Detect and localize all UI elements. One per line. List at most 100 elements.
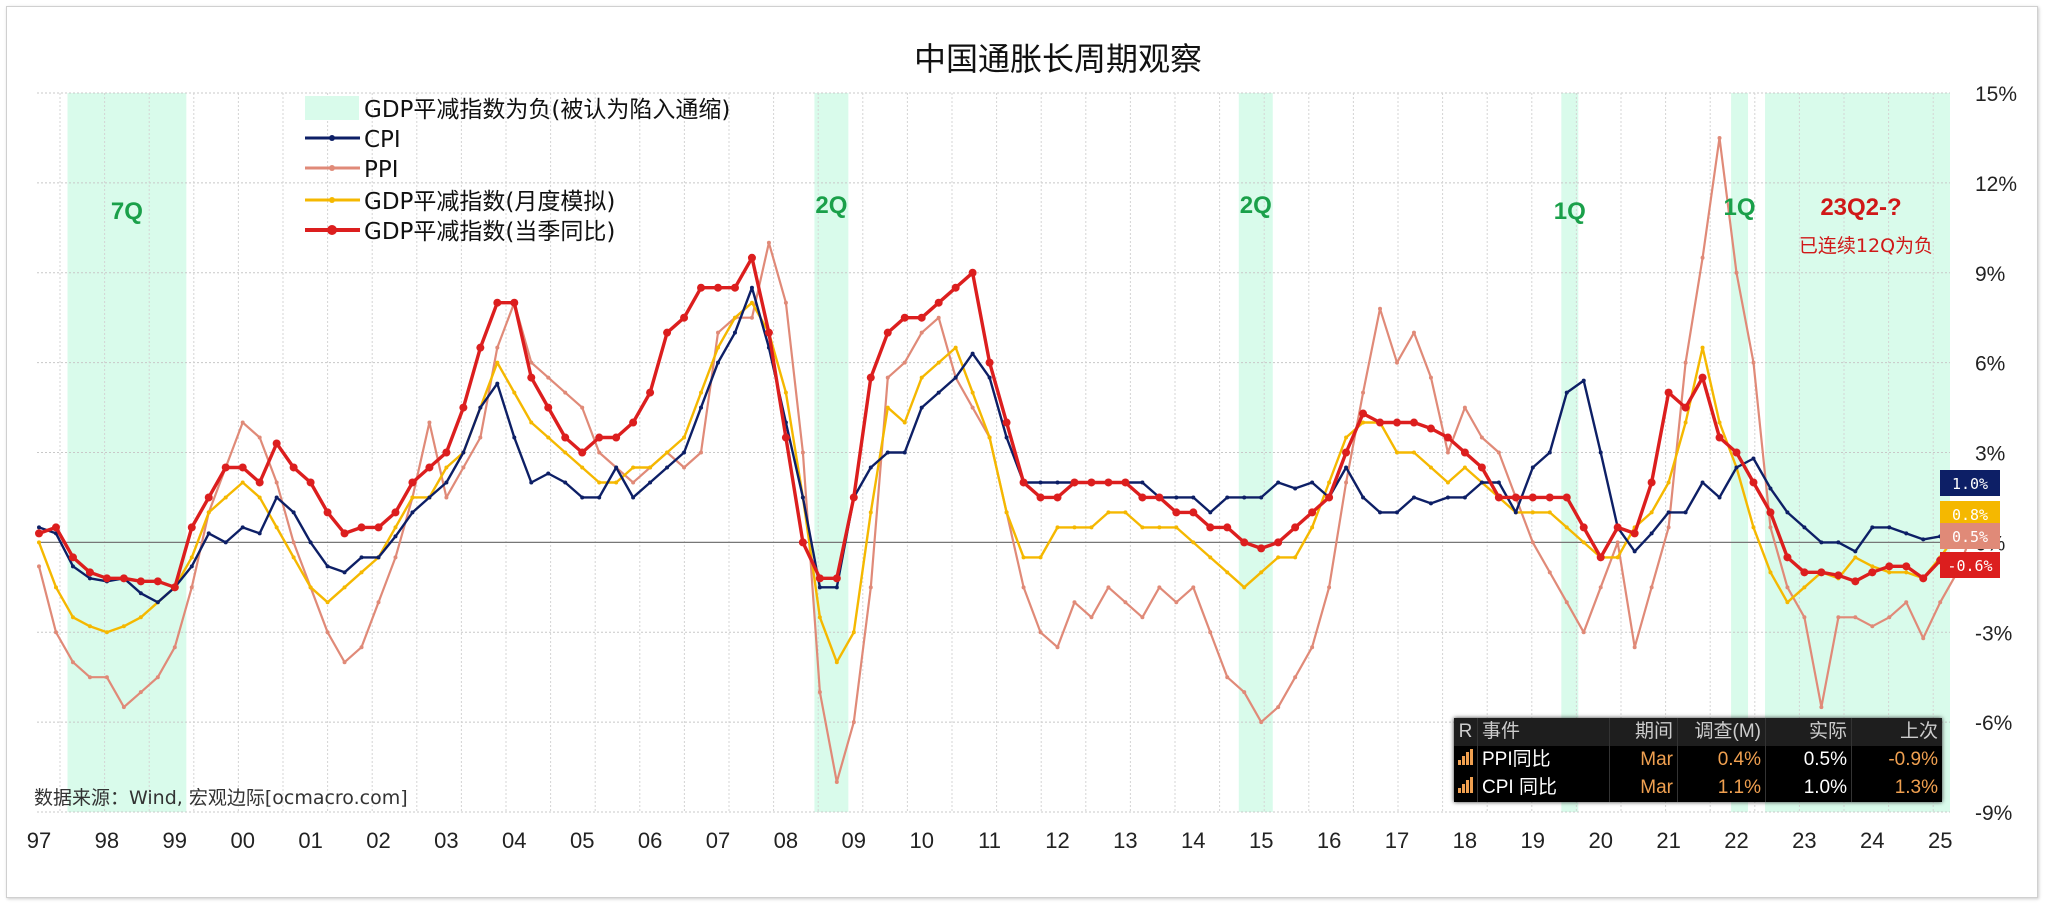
data-point-gdp_m: [851, 630, 856, 635]
data-point-ppi: [1479, 435, 1484, 440]
data-point-cpi: [1717, 495, 1722, 500]
data-point-gdp_q: [1002, 418, 1011, 427]
data-point-cpi: [1785, 510, 1790, 515]
band-label: 23Q2-?: [1820, 194, 1901, 221]
data-point-gdp_q: [1087, 478, 1096, 487]
data-point-gdp_q: [1121, 478, 1130, 487]
data-point-cpi: [70, 564, 75, 569]
data-point-gdp_q: [900, 313, 909, 322]
data-point-gdp_q: [1155, 493, 1164, 502]
data-point-gdp_q: [1647, 478, 1656, 487]
data-point-cpi: [665, 465, 670, 470]
data-point-cpi: [563, 480, 568, 485]
data-point-ppi: [1225, 675, 1230, 680]
x-tick-label: 24: [1860, 828, 1884, 853]
data-point-gdp_m: [1021, 555, 1026, 560]
data-point-cpi: [1259, 495, 1264, 500]
data-point-gdp_m: [1089, 525, 1094, 530]
data-point-gdp_q: [306, 478, 315, 487]
data-point-cpi: [1479, 480, 1484, 485]
data-point-gdp_m: [1870, 564, 1875, 569]
data-point-gdp_m: [1344, 435, 1349, 440]
data-point-gdp_q: [1477, 463, 1486, 472]
data-point-gdp_q: [1359, 409, 1368, 418]
legend-label-band: GDP平减指数为负(被认为陷入通缩): [364, 97, 730, 123]
data-point-ppi: [1581, 630, 1586, 635]
data-point-gdp_m: [1208, 555, 1213, 560]
period: Mar: [1610, 746, 1678, 774]
annotation: 已连续12Q为负: [1799, 235, 1933, 257]
data-point-gdp_m: [37, 540, 41, 545]
data-point-ppi: [257, 435, 262, 440]
data-point-cpi: [376, 555, 381, 560]
data-point-ppi: [597, 450, 602, 455]
x-tick-label: 20: [1588, 828, 1612, 853]
data-point-cpi: [682, 450, 687, 455]
data-point-gdp_q: [1868, 568, 1877, 577]
data-point-ppi: [885, 375, 890, 380]
data-point-ppi: [800, 450, 805, 455]
data-point-ppi: [716, 330, 720, 335]
data-point-gdp_q: [1902, 562, 1911, 571]
data-point-gdp_q: [1800, 568, 1809, 577]
legend-marker-gdp_q: [327, 225, 337, 235]
data-point-gdp_q: [1885, 562, 1894, 571]
data-point-gdp_m: [783, 390, 788, 395]
data-point-cpi: [342, 570, 347, 575]
data-point-ppi: [342, 660, 347, 665]
x-tick-label: 18: [1453, 828, 1477, 853]
data-point-cpi: [1208, 510, 1213, 515]
data-point-ppi: [121, 705, 126, 710]
data-point-ppi: [478, 435, 483, 440]
data-point-gdp_q: [221, 463, 230, 472]
band-label: 2Q: [1240, 192, 1272, 219]
data-point-ppi: [1496, 450, 1501, 455]
data-point-gdp_q: [170, 583, 179, 592]
x-tick-label: 12: [1045, 828, 1069, 853]
x-tick-label: 10: [909, 828, 933, 853]
legend-marker-gdp_m: [329, 197, 335, 203]
data-point-gdp_q: [493, 298, 502, 307]
x-tick-label: 14: [1181, 828, 1205, 853]
x-tick-label: 15: [1249, 828, 1273, 853]
data-point-cpi: [749, 285, 754, 290]
data-point-ppi: [1836, 615, 1841, 620]
data-point-gdp_q: [1919, 574, 1928, 583]
data-point-cpi: [1683, 510, 1688, 515]
data-point-gdp_q: [883, 328, 892, 337]
event-name: CPI 同比: [1478, 774, 1610, 802]
data-point-gdp_q: [187, 523, 196, 532]
data-point-gdp_m: [495, 360, 500, 365]
data-point-gdp_q: [425, 463, 434, 472]
data-point-gdp_m: [1768, 570, 1773, 575]
data-point-gdp_q: [1596, 553, 1605, 562]
data-point-gdp_m: [1072, 525, 1077, 530]
data-point-gdp_m: [104, 630, 109, 635]
data-point-gdp_q: [476, 343, 485, 352]
data-point-ppi: [1547, 570, 1552, 575]
data-point-cpi: [291, 510, 296, 515]
data-point-cpi: [868, 465, 873, 470]
data-point-gdp_m: [885, 405, 890, 410]
data-point-gdp_q: [1545, 493, 1554, 502]
data-point-cpi: [1887, 525, 1892, 530]
data-point-gdp_q: [1342, 448, 1351, 457]
data-point-cpi: [427, 495, 432, 500]
data-point-cpi: [546, 471, 551, 476]
data-point-ppi: [1717, 135, 1722, 140]
data-point-gdp_q: [1528, 493, 1537, 502]
series-line-gdp_m: [37, 301, 1975, 664]
data-point-gdp_q: [866, 373, 875, 382]
x-tick-label: 25: [1928, 828, 1952, 853]
data-point-gdp_m: [597, 480, 602, 485]
data-point-cpi: [1395, 510, 1399, 515]
data-point-ppi: [1191, 585, 1196, 590]
data-point-gdp_m: [902, 420, 907, 425]
data-point-gdp_m: [121, 624, 126, 629]
data-point-cpi: [1649, 531, 1654, 536]
x-tick-label: 22: [1724, 828, 1748, 853]
data-point-cpi: [461, 450, 466, 455]
data-point-ppi: [1615, 540, 1620, 545]
data-point-gdp_q: [1393, 418, 1401, 427]
data-point-gdp_m: [1428, 465, 1433, 470]
